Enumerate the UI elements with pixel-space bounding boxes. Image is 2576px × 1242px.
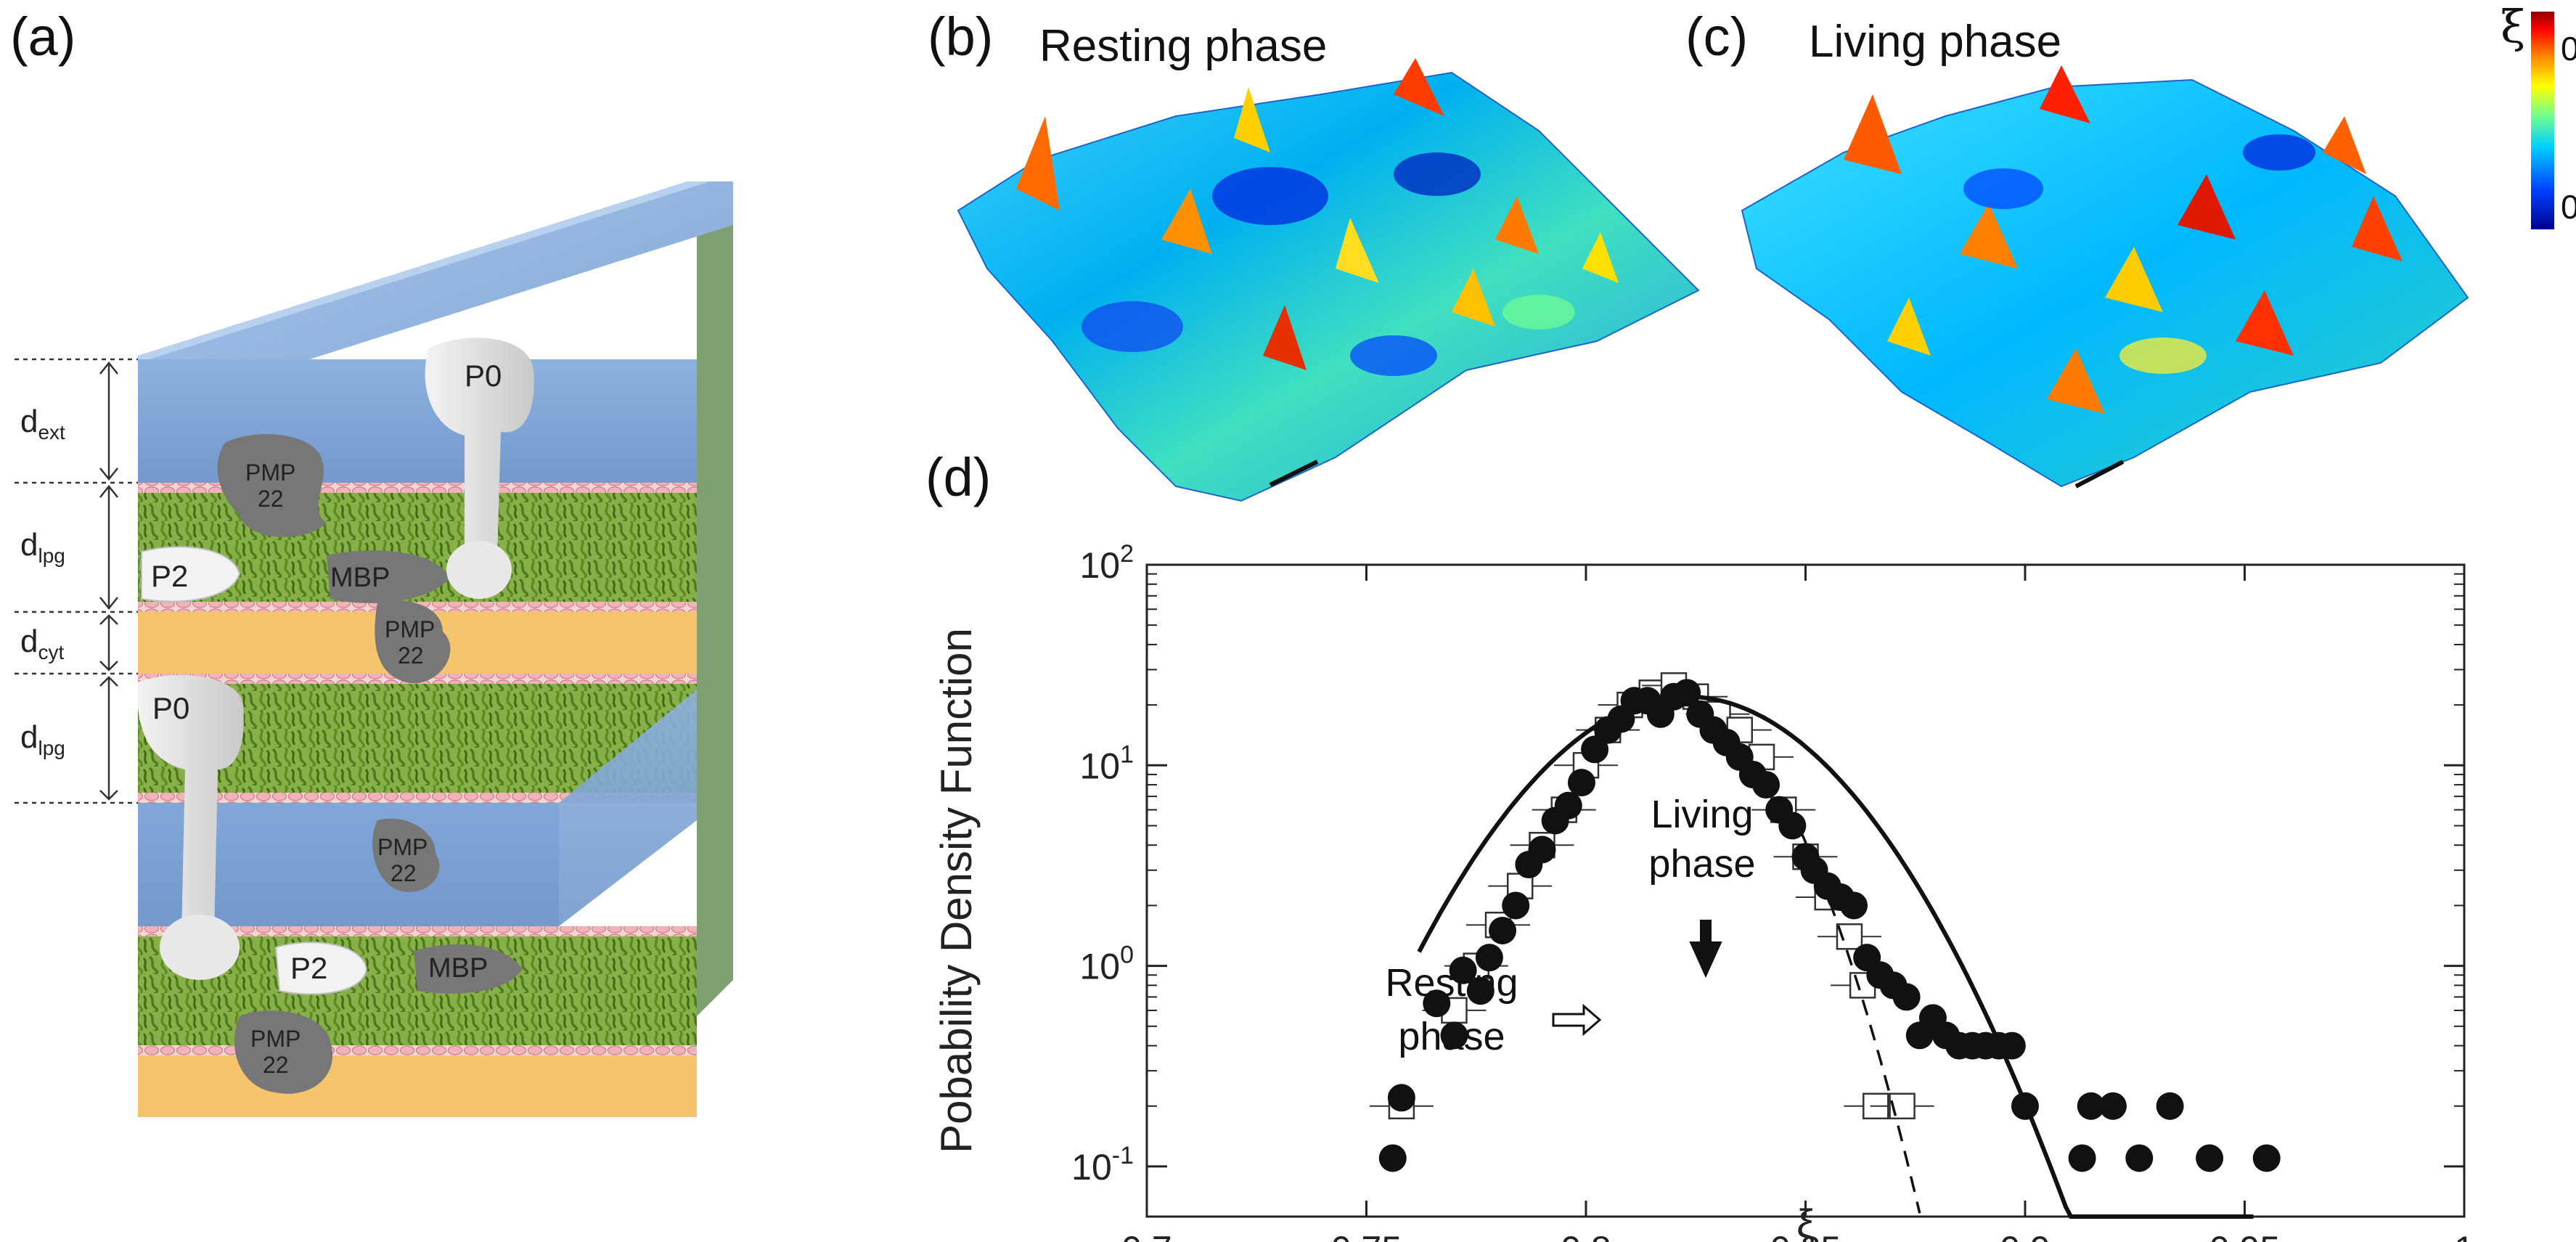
d-cyt-label: dcyt [20, 624, 64, 663]
living-point [1489, 916, 1517, 944]
p0-protein-bottom [137, 675, 244, 936]
pmp-label-4b: 22 [263, 1052, 289, 1078]
living-point [1673, 679, 1701, 707]
x-tick-label: 0.8 [1561, 1229, 1611, 1242]
pmp22-protein-2 [375, 600, 451, 684]
panel-d-label: (d) [925, 447, 991, 507]
x-tick-label: 1 [2454, 1229, 2474, 1242]
mbp-protein-1 [327, 550, 450, 603]
living-point [1778, 812, 1807, 840]
mbp-label-top: MBP [330, 563, 390, 593]
pmp-label-3b: 22 [391, 860, 417, 886]
living-point [1581, 735, 1609, 764]
water-layer-top [138, 181, 733, 414]
living-point [1752, 771, 1780, 799]
living-point [1449, 956, 1477, 984]
living-point [1475, 944, 1503, 972]
pmp22-protein-1 [217, 434, 327, 537]
living-point [1840, 891, 1868, 920]
living-point [1554, 791, 1582, 820]
pmp-label-2a: PMP [385, 616, 435, 642]
living-point [1528, 836, 1556, 864]
living-annotation-line2: phase [1648, 842, 1755, 886]
x-tick-label: 0.85 [1770, 1229, 1841, 1242]
panel-b-label: (b) [928, 7, 994, 67]
living-point [2156, 1092, 2184, 1120]
resting-phase-title: Resting phase [1039, 21, 1328, 71]
living-point [1502, 891, 1530, 920]
living-point [2196, 1144, 2224, 1172]
x-tick-label: 0.75 [1331, 1229, 1402, 1242]
p2-label-top: P2 [151, 559, 188, 593]
mbp-protein-2 [414, 944, 523, 994]
x-tick-label: 0.95 [2209, 1229, 2280, 1242]
x-tick-label: 0.9 [2000, 1229, 2050, 1242]
x-axis-label: ξ [1796, 1201, 1815, 1242]
resting-surface-plot [957, 58, 1700, 502]
colorbar [2531, 12, 2554, 229]
living-point [1466, 977, 1495, 1005]
panel-c-label: (c) [1685, 7, 1749, 67]
p2-label-bottom: P2 [290, 951, 327, 985]
living-annotation-line1: Living [1651, 793, 1753, 836]
y-axis-label: Pobability Density Function [932, 628, 981, 1153]
resting-arrow [1552, 1003, 1602, 1037]
resting-annotation-line2: phase [1398, 1015, 1505, 1058]
pmp-label-3a: PMP [377, 834, 428, 860]
living-point [2099, 1092, 2127, 1120]
living-point [1378, 1144, 1407, 1172]
resting-annotation-line1: Resting [1385, 961, 1518, 1005]
p2-protein-2 [274, 941, 368, 995]
pmp-label-1b: 22 [258, 486, 284, 512]
d-ext-label: dext [20, 404, 65, 444]
x-tick-label: 0.7 [1121, 1229, 1172, 1242]
living-point [2077, 1092, 2105, 1120]
living-point [1423, 989, 1451, 1018]
colorbar-min-label: 0.8 [2561, 188, 2576, 226]
living-point [2125, 1144, 2154, 1172]
colorbar-symbol: ξ [2501, 0, 2526, 53]
cytoplasm-layer-2 [138, 1055, 697, 1117]
panel-a-label: (a) [10, 7, 76, 67]
d-lpg-label-1: dlpg [20, 527, 65, 567]
living-point [1567, 769, 1595, 797]
dimension-markers [15, 358, 138, 804]
pmp22-protein-3 [372, 818, 440, 892]
p2-protein-1 [141, 546, 241, 602]
living-point [2252, 1144, 2281, 1172]
living-surface-plot [1741, 65, 2469, 489]
p0-protein-top [425, 338, 534, 563]
p0-label-top: P0 [465, 359, 502, 393]
living-point [1440, 1021, 1468, 1050]
pmp22-protein-4 [234, 1010, 333, 1094]
pmp-label-1a: PMP [245, 459, 295, 486]
living-arrow [1689, 920, 1722, 979]
pmp-label-2b: 22 [398, 642, 424, 669]
myelin-schematic: P0 P0 P2 P2 MBP MBP PMP 22 PMP 22 PMP 22… [15, 181, 733, 1117]
p0-label-bottom: P0 [152, 691, 189, 725]
y-tick-label: 102 [1079, 540, 1134, 586]
y-tick-label: 101 [1079, 740, 1134, 786]
living-fit-line [1417, 694, 2254, 1219]
mbp-label-bottom: MBP [428, 953, 488, 984]
pmp-label-4a: PMP [250, 1026, 300, 1052]
pdf-chart: 0.7 0.75 0.8 0.85 0.9 0.95 1 10-1 100 101 102 ξ Poba… [932, 540, 2474, 1242]
living-phase-title: Living phase [1809, 17, 2062, 67]
plot-frame [1145, 563, 2466, 1218]
y-tick-label: 10-1 [1071, 1142, 1134, 1188]
living-point [1892, 983, 1921, 1011]
colorbar-max-label: 0.85 [2561, 30, 2576, 68]
d-lpg-label-2: dlpg [20, 719, 65, 759]
y-tick-label: 100 [1079, 941, 1134, 987]
living-point [1387, 1084, 1415, 1112]
living-point [2068, 1144, 2096, 1172]
